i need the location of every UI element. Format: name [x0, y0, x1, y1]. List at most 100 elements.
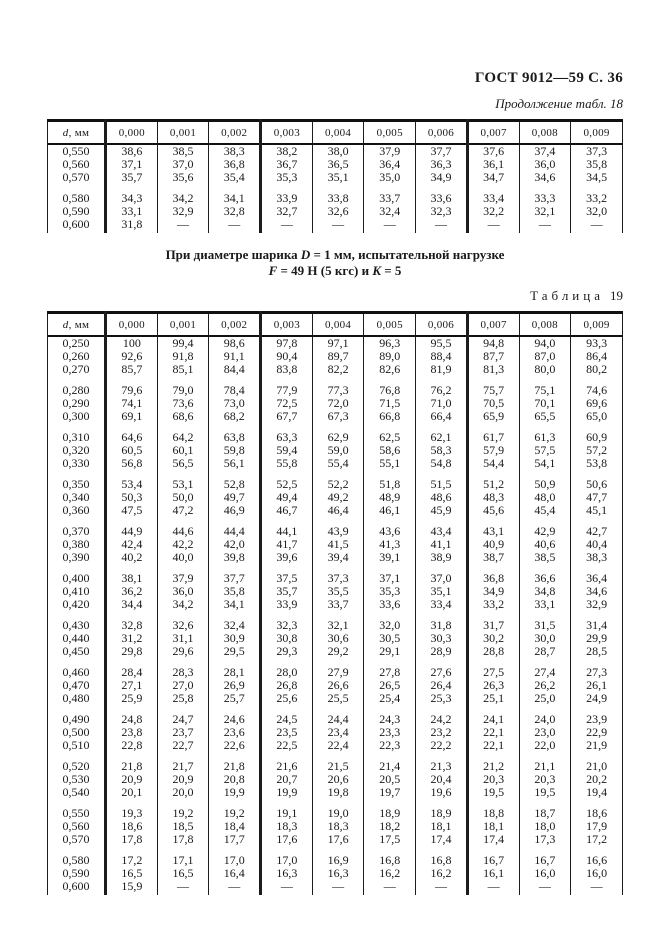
hardness-cell: 39,6 [260, 551, 313, 564]
hardness-cell: 45,9 [415, 504, 469, 517]
hardness-cell: 18,8 [466, 799, 520, 820]
hardness-cell: 23,0 [518, 726, 572, 739]
hardness-cell: 34,2 [156, 184, 210, 205]
hardness-cell: 41,3 [363, 538, 417, 551]
hardness-cell: 77,9 [260, 376, 313, 397]
hardness-cell: 41,7 [260, 538, 313, 551]
variable-F: F [268, 263, 278, 278]
hardness-cell: 30,8 [260, 632, 313, 645]
row-label: 0,370 [47, 517, 107, 538]
hardness-cell: 27,3 [570, 658, 623, 679]
hardness-cell: 38,5 [156, 144, 210, 158]
table-row: 0,500 23,8 23,7 23,6 23,5 23,4 23,3 23,2 22,1 23,… [47, 726, 623, 739]
hardness-cell: 18,9 [363, 799, 417, 820]
table-row: 0,480 25,9 25,8 25,7 25,6 25,5 25,4 25,3 25,1 25,… [47, 692, 623, 705]
hardness-cell: — [311, 880, 365, 895]
hardness-cell: 18,7 [518, 799, 572, 820]
hardness-cell: 35,7 [105, 171, 158, 184]
hardness-cell: 28,4 [105, 658, 158, 679]
diameter-column-header: d, мм [47, 119, 107, 145]
hardness-cell: 26,5 [363, 679, 417, 692]
hardness-cell: 33,7 [363, 184, 417, 205]
row-label: 0,380 [47, 538, 107, 551]
hardness-cell: 26,6 [311, 679, 365, 692]
hardness-cell: 36,6 [518, 564, 572, 585]
hardness-cell: 57,5 [518, 444, 572, 457]
hardness-cell: 92,6 [105, 350, 158, 363]
hardness-cell: 37,9 [363, 144, 417, 158]
table-19: d, мм 0,000 0,001 0,002 0,003 0,004 0,005 0,006… [47, 311, 623, 895]
hardness-cell: — [260, 880, 313, 895]
hardness-cell: 37,6 [466, 144, 520, 158]
table-row: 0,250 100 99,4 98,6 97,8 97,1 96,3 95,5 94,8 94,0… [47, 336, 623, 350]
hardness-cell: 27,6 [415, 658, 469, 679]
hardness-cell: 81,3 [466, 363, 520, 376]
row-label: 0,520 [47, 752, 107, 773]
hardness-cell: 32,9 [570, 598, 623, 611]
hardness-cell: 79,0 [156, 376, 210, 397]
hardness-cell: 20,4 [415, 773, 469, 786]
table-row: 0,490 24,8 24,7 24,6 24,5 24,4 24,3 24,2 24,1 24,… [47, 705, 623, 726]
hardness-cell: 31,4 [570, 611, 623, 632]
hardness-cell: 34,6 [570, 585, 623, 598]
hardness-cell: 95,5 [415, 336, 469, 350]
hardness-cell: 16,5 [156, 867, 210, 880]
hardness-cell: 19,3 [105, 799, 158, 820]
table-row: 0,460 28,4 28,3 28,1 28,0 27,9 27,8 27,6 27,5 27,… [47, 658, 623, 679]
hardness-cell: 16,9 [311, 846, 365, 867]
hardness-cell: 19,2 [156, 799, 210, 820]
hardness-cell: 46,9 [208, 504, 263, 517]
row-label: 0,560 [47, 820, 107, 833]
row-label: 0,420 [47, 598, 107, 611]
row-label: 0,480 [47, 692, 107, 705]
hardness-cell: 59,0 [311, 444, 365, 457]
hardness-cell: — [570, 218, 623, 233]
hardness-cell: — [260, 218, 313, 233]
hardness-cell: 27,9 [311, 658, 365, 679]
hardness-cell: 25,1 [466, 692, 520, 705]
hardness-cell: 22,7 [156, 739, 210, 752]
hardness-cell: 21,3 [415, 752, 469, 773]
hardness-cell: 38,3 [570, 551, 623, 564]
hardness-cell: 33,2 [466, 598, 520, 611]
hardness-cell: 17,6 [260, 833, 313, 846]
table-row: 0,560 37,1 37,0 36,8 36,7 36,5 36,4 36,3 36,1 36,… [47, 158, 623, 171]
hardness-cell: 29,1 [363, 645, 417, 658]
hardness-cell: 52,2 [311, 470, 365, 491]
hardness-cell: — [208, 880, 263, 895]
hardness-cell: 26,3 [466, 679, 520, 692]
hardness-cell: 21,8 [208, 752, 263, 773]
hardness-cell: — [518, 880, 572, 895]
hardness-cell: 35,4 [208, 171, 263, 184]
hardness-cell: 52,8 [208, 470, 263, 491]
hardness-cell: 34,1 [208, 598, 263, 611]
hardness-cell: 37,0 [415, 564, 469, 585]
hardness-cell: 75,7 [466, 376, 520, 397]
table-row: 0,400 38,1 37,9 37,7 37,5 37,3 37,1 37,0 36,8 36,… [47, 564, 623, 585]
hardness-cell: 65,9 [466, 410, 520, 423]
hardness-cell: 29,2 [311, 645, 365, 658]
hardness-cell: 37,1 [105, 158, 158, 171]
table-row: 0,580 17,2 17,1 17,0 17,0 16,9 16,8 16,8 16,7 16,… [47, 846, 623, 867]
hardness-cell: 29,3 [260, 645, 313, 658]
test-conditions-note: При диаметре шарика D = 1 мм, испытатель… [47, 247, 623, 279]
table-row: 0,380 42,4 42,2 42,0 41,7 41,5 41,3 41,1 40,9 40,… [47, 538, 623, 551]
row-label: 0,450 [47, 645, 107, 658]
hardness-cell: 26,4 [415, 679, 469, 692]
hardness-cell: 39,8 [208, 551, 263, 564]
hardness-cell: 17,6 [311, 833, 365, 846]
hardness-cell: 69,6 [570, 397, 623, 410]
row-label: 0,550 [47, 144, 107, 158]
hardness-cell: 36,3 [415, 158, 469, 171]
hardness-cell: 97,1 [311, 336, 365, 350]
hardness-cell: 21,8 [105, 752, 158, 773]
hardness-cell: 32,1 [518, 205, 572, 218]
hardness-cell: 20,2 [570, 773, 623, 786]
hardness-cell: 34,8 [518, 585, 572, 598]
hardness-cell: 86,4 [570, 350, 623, 363]
hardness-cell: 30,2 [466, 632, 520, 645]
column-header: 0,008 [518, 119, 572, 145]
hardness-cell: 32,1 [311, 611, 365, 632]
table-row: 0,260 92,6 91,8 91,1 90,4 89,7 89,0 88,4 87,7 87,… [47, 350, 623, 363]
column-header: 0,001 [156, 119, 210, 145]
